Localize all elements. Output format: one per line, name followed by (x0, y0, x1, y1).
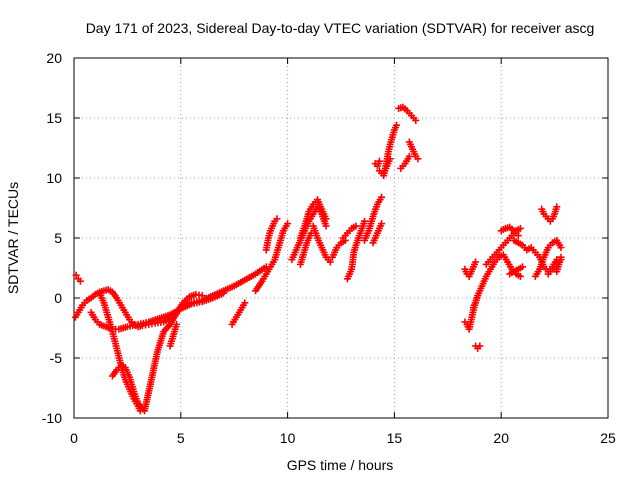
data-point (322, 215, 330, 223)
y-tick-label: 0 (54, 290, 62, 306)
y-tick-label: -5 (50, 350, 63, 366)
x-tick-label: 10 (280, 430, 296, 446)
data-point (557, 253, 565, 261)
data-point (360, 217, 368, 225)
data-point (378, 220, 386, 228)
y-tick-label: 20 (46, 50, 62, 66)
y-axis-label: SDTVAR / TECUs (5, 182, 21, 294)
data-point (393, 121, 401, 129)
data-point (198, 292, 206, 300)
data-point (307, 229, 315, 237)
data-point (414, 155, 422, 163)
x-tick-label: 25 (600, 430, 616, 446)
data-point (284, 220, 292, 228)
data-point (136, 407, 144, 415)
data-point (553, 203, 561, 211)
data-point (352, 222, 360, 230)
y-tick-label: -10 (42, 410, 62, 426)
y-tick-label: 5 (54, 230, 62, 246)
data-point (273, 215, 281, 223)
data-point (386, 155, 394, 163)
data-point (519, 263, 527, 271)
data-point (173, 320, 181, 328)
data-point (375, 157, 383, 165)
data-point (516, 272, 524, 280)
y-tick-label: 15 (46, 110, 62, 126)
data-point (76, 277, 84, 285)
data-point (72, 271, 80, 279)
data-point (514, 232, 522, 240)
x-tick-label: 0 (70, 430, 78, 446)
axis-ticks: 0 5 10 15 20 25 -10 -5 0 5 10 15 20 (42, 50, 616, 446)
data-point (472, 258, 480, 266)
data-point (378, 193, 386, 201)
x-tick-label: 15 (387, 430, 403, 446)
y-tick-label: 10 (46, 170, 62, 186)
data-point (322, 222, 330, 230)
data-point (326, 258, 334, 266)
data-point (476, 342, 484, 350)
x-axis-label: GPS time / hours (287, 457, 394, 473)
x-tick-label: 20 (493, 430, 509, 446)
data-point (241, 299, 249, 307)
data-point (516, 224, 524, 232)
chart-title: Day 171 of 2023, Sidereal Day-to-day VTE… (86, 20, 595, 36)
data-point (412, 116, 420, 124)
data-point (220, 289, 228, 297)
data-point (557, 244, 565, 252)
data-points (71, 103, 565, 415)
plot-frame (73, 57, 609, 419)
data-point (405, 152, 413, 160)
x-tick-label: 5 (177, 430, 185, 446)
